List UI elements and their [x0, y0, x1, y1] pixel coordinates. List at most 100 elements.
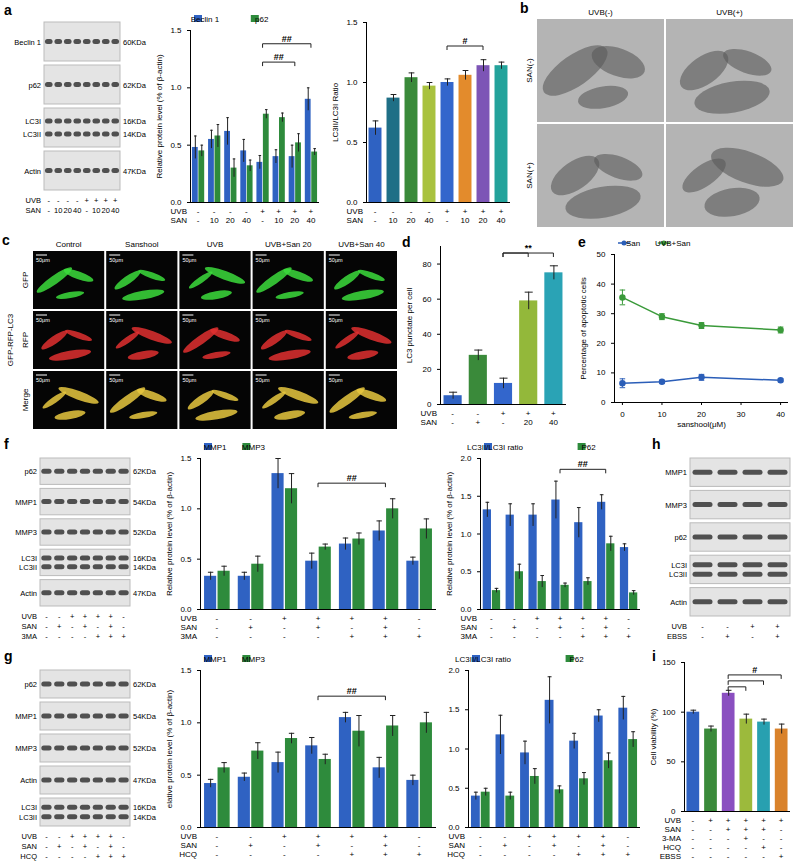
- svg-text:UVB: UVB: [207, 240, 223, 249]
- svg-text:MMP1: MMP1: [203, 655, 227, 664]
- svg-text:p62: p62: [674, 533, 687, 542]
- svg-text:-: -: [216, 850, 219, 859]
- svg-text:EBSS: EBSS: [667, 632, 687, 641]
- svg-text:+: +: [292, 207, 297, 216]
- svg-text:-: -: [502, 418, 505, 427]
- svg-text:+: +: [581, 614, 586, 623]
- svg-text:-: -: [762, 852, 765, 861]
- svg-text:HCQ: HCQ: [179, 850, 197, 859]
- svg-text:52KDa: 52KDa: [133, 528, 157, 537]
- svg-text:+: +: [109, 842, 114, 851]
- svg-text:-: -: [71, 852, 74, 861]
- svg-text:+: +: [248, 623, 253, 632]
- svg-text:-: -: [536, 632, 539, 641]
- svg-text:+: +: [113, 196, 118, 205]
- svg-text:elative protein level (% of β-: elative protein level (% of β-actin): [165, 689, 174, 808]
- svg-text:+: +: [601, 832, 606, 841]
- svg-text:-: -: [122, 842, 125, 851]
- svg-text:UVB: UVB: [347, 207, 363, 216]
- svg-text:1.0: 1.0: [180, 718, 192, 727]
- svg-text:+: +: [316, 623, 321, 632]
- svg-text:LC3II: LC3II: [19, 563, 37, 572]
- svg-text:HCQ: HCQ: [447, 850, 465, 859]
- svg-text:P62: P62: [569, 655, 584, 664]
- svg-text:MMP1: MMP1: [15, 712, 37, 721]
- svg-text:-: -: [317, 632, 320, 641]
- svg-text:LC3I: LC3I: [21, 803, 37, 812]
- svg-text:+: +: [248, 841, 253, 850]
- svg-text:40: 40: [242, 216, 251, 225]
- svg-text:+: +: [558, 623, 563, 632]
- svg-text:+: +: [417, 632, 422, 641]
- svg-text:##: ##: [347, 686, 357, 696]
- svg-text:Relative protein level (% of β: Relative protein level (% of β-actin): [445, 472, 454, 597]
- svg-text:#: #: [752, 665, 757, 675]
- svg-text:-: -: [249, 832, 252, 841]
- svg-text:+: +: [109, 632, 114, 641]
- svg-text:-: -: [490, 614, 493, 623]
- svg-text:+: +: [761, 843, 766, 852]
- svg-text:-: -: [216, 623, 219, 632]
- svg-text:-: -: [513, 632, 516, 641]
- svg-text:30: 30: [597, 309, 606, 318]
- svg-text:-: -: [86, 206, 89, 215]
- svg-text:+: +: [743, 816, 748, 825]
- svg-text:-: -: [216, 614, 219, 623]
- svg-text:Beclin 1: Beclin 1: [191, 15, 220, 24]
- svg-text:-: -: [58, 632, 61, 641]
- svg-text:+: +: [383, 850, 388, 859]
- svg-text:-: -: [122, 832, 125, 841]
- svg-text:UVB: UVB: [22, 832, 37, 841]
- svg-text:+: +: [708, 816, 713, 825]
- svg-text:50μm: 50μm: [36, 377, 50, 383]
- svg-text:+: +: [761, 825, 766, 834]
- svg-text:10: 10: [658, 410, 667, 419]
- svg-text:-: -: [479, 841, 482, 850]
- svg-text:sanshool(μM): sanshool(μM): [677, 420, 726, 429]
- svg-text:16KDa: 16KDa: [123, 117, 147, 126]
- svg-text:-: -: [392, 207, 395, 216]
- svg-text:3-MA: 3-MA: [662, 834, 682, 843]
- svg-text:+: +: [626, 632, 631, 641]
- svg-text:UVB+San 40: UVB+San 40: [338, 240, 385, 249]
- svg-text:-: -: [67, 196, 70, 205]
- svg-text:-: -: [476, 409, 479, 418]
- svg-text:+: +: [96, 852, 101, 861]
- svg-text:-: -: [479, 850, 482, 859]
- svg-text:0.0: 0.0: [170, 198, 182, 207]
- svg-text:+: +: [779, 852, 784, 861]
- svg-text:+: +: [576, 832, 581, 841]
- svg-text:UVB: UVB: [672, 622, 687, 631]
- svg-text:+: +: [576, 850, 581, 859]
- svg-text:-: -: [71, 622, 74, 631]
- svg-text:-: -: [122, 622, 125, 631]
- svg-text:SAN: SAN: [449, 841, 466, 850]
- svg-text:10: 10: [597, 368, 606, 377]
- svg-text:-: -: [709, 852, 712, 861]
- svg-text:UVB: UVB: [22, 612, 37, 621]
- svg-text:40: 40: [497, 216, 506, 225]
- svg-text:+: +: [463, 207, 468, 216]
- svg-text:-: -: [216, 632, 219, 641]
- svg-text:-: -: [58, 612, 61, 621]
- svg-text:-: -: [45, 612, 48, 621]
- svg-text:SAN: SAN: [181, 841, 198, 850]
- svg-text:+: +: [109, 852, 114, 861]
- svg-text:47KDa: 47KDa: [133, 776, 157, 785]
- svg-text:LC3II/LC3I ratio: LC3II/LC3I ratio: [467, 443, 524, 452]
- svg-text:UVB: UVB: [181, 614, 197, 623]
- svg-text:-: -: [317, 850, 320, 859]
- svg-text:+: +: [83, 842, 88, 851]
- svg-text:+: +: [503, 841, 508, 850]
- svg-text:-: -: [84, 632, 87, 641]
- svg-text:-: -: [45, 832, 48, 841]
- svg-text:+: +: [109, 622, 114, 631]
- svg-text:UVB: UVB: [421, 409, 437, 418]
- svg-text:+: +: [96, 632, 101, 641]
- svg-text:14KDa: 14KDa: [133, 813, 157, 822]
- svg-text:0.5: 0.5: [460, 567, 472, 576]
- svg-text:-: -: [528, 850, 531, 859]
- svg-text:50μm: 50μm: [256, 377, 270, 383]
- svg-text:-: -: [216, 841, 219, 850]
- svg-text:50μm: 50μm: [329, 377, 343, 383]
